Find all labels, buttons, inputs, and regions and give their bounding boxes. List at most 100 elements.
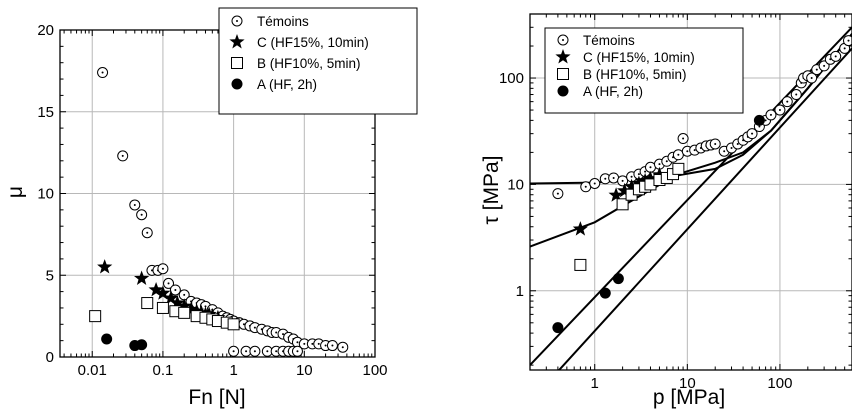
- data-point-center: [341, 346, 344, 349]
- data-point-center: [758, 125, 761, 128]
- x-tick-label: 10: [679, 375, 696, 392]
- data-point-center: [723, 150, 726, 153]
- y-tick-label: 5: [46, 267, 54, 284]
- data-point-center: [167, 282, 170, 285]
- data-point-center: [736, 142, 739, 145]
- data-point-center: [769, 113, 772, 116]
- x-axis-title: p [MPa]: [653, 386, 725, 409]
- data-point: [117, 150, 129, 162]
- data-point: [136, 209, 148, 221]
- data-point-center: [644, 170, 647, 173]
- data-point-center: [140, 213, 143, 216]
- axes-frame: [529, 13, 852, 371]
- data-point-center: [183, 293, 186, 296]
- series-square: [89, 297, 240, 331]
- data-point: [141, 297, 154, 310]
- data-point-center: [751, 132, 754, 135]
- data-point: [672, 162, 685, 175]
- data-point: [642, 170, 659, 186]
- data-point-center: [282, 333, 285, 336]
- shear-stress-chart: 1 10 100 1 10 100 p [MPa] τ [MPa] Témoins C (HF15…: [480, 13, 852, 409]
- data-point: [291, 345, 303, 357]
- data-point: [608, 187, 624, 202]
- data-point-center: [556, 192, 559, 195]
- data-point-center: [686, 150, 689, 153]
- data-point: [599, 287, 611, 299]
- legend-marker: [557, 34, 569, 46]
- data-point: [631, 175, 647, 190]
- data-point-center: [232, 350, 235, 353]
- data-point: [249, 345, 261, 357]
- legend-label: A (HF, 2h): [257, 77, 317, 92]
- x-tick-label: 100: [362, 362, 387, 379]
- data-point-center: [810, 77, 813, 80]
- data-point: [774, 104, 786, 116]
- data-point: [616, 198, 629, 211]
- data-point: [176, 298, 192, 313]
- data-point-center: [133, 203, 136, 206]
- legend-marker: [231, 15, 243, 27]
- data-point: [169, 295, 185, 310]
- data-point-center: [843, 47, 846, 50]
- friction-coefficient-chart: 0.01 0.1 1 10 100 0 5 10 15 20 Fn [N] μ Témoins C (HF…: [4, 7, 418, 409]
- legend-label: C (HF15%, 10min): [583, 50, 695, 65]
- legend-marker: [231, 78, 243, 90]
- data-point-center: [245, 350, 248, 353]
- y-tick-label: 0: [46, 349, 54, 366]
- fit-line: [557, 47, 852, 370]
- data-point: [599, 173, 611, 185]
- data-point-center: [604, 177, 607, 180]
- legend-box: [544, 27, 744, 114]
- data-point: [552, 188, 564, 200]
- data-point-center: [834, 55, 837, 58]
- data-point: [818, 60, 830, 72]
- data-point-center: [317, 342, 320, 345]
- x-axis-title: Fn [N]: [188, 386, 245, 409]
- data-point: [101, 333, 113, 345]
- x-tick-label: 100: [767, 375, 792, 392]
- data-point: [163, 277, 175, 289]
- axes-frame: [59, 29, 376, 358]
- fit-line: [530, 33, 852, 248]
- legend-marker-center: [236, 20, 238, 22]
- data-point: [326, 340, 338, 352]
- data-point-center: [764, 119, 767, 122]
- data-point-center: [815, 68, 818, 71]
- data-point-center: [204, 305, 207, 308]
- data-point-center: [242, 323, 245, 326]
- data-point-center: [266, 350, 269, 353]
- data-point-center: [146, 231, 149, 234]
- data-point-center: [612, 176, 615, 179]
- data-point: [589, 177, 601, 189]
- data-point: [337, 341, 349, 353]
- data-point-center: [778, 109, 781, 112]
- plot-content: [89, 67, 349, 357]
- data-point: [129, 199, 141, 211]
- data-point-center: [730, 146, 733, 149]
- series-square: [574, 162, 685, 271]
- data-point: [765, 109, 777, 121]
- data-point: [97, 259, 113, 274]
- data-point: [157, 263, 169, 275]
- data-point: [617, 175, 629, 187]
- data-point-center: [121, 154, 124, 157]
- data-point: [228, 345, 240, 357]
- y-tick-label: 1: [516, 283, 524, 300]
- y-tick-label: 10: [37, 186, 54, 203]
- data-point-center: [621, 179, 624, 182]
- x-tick-label: 1: [229, 362, 237, 379]
- data-point: [298, 338, 310, 350]
- y-tick-label: 15: [37, 104, 54, 121]
- legend-label: A (HF, 2h): [583, 84, 643, 99]
- series-dot: [101, 333, 148, 352]
- data-point-center: [593, 182, 596, 185]
- x-tick-label: 0.01: [78, 362, 107, 379]
- data-point-center: [584, 185, 587, 188]
- data-point-center: [253, 350, 256, 353]
- data-point: [746, 128, 758, 140]
- y-tick-label: 100: [499, 70, 524, 87]
- data-point-center: [331, 344, 334, 347]
- data-point-center: [101, 71, 104, 74]
- legend: Témoins C (HF15%, 10min) B (HF10%, 5min) A …: [544, 27, 744, 114]
